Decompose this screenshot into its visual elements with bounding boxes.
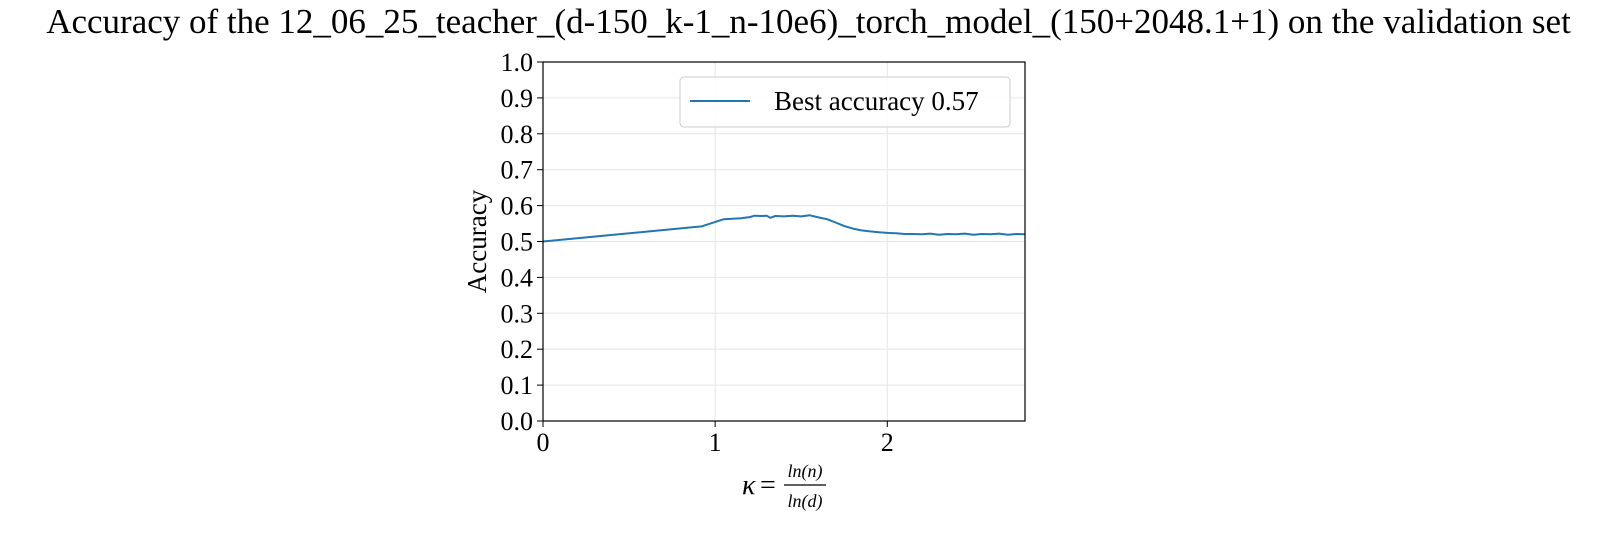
- y-tick-label: 0.4: [501, 263, 534, 292]
- series-line: [542, 214, 1026, 243]
- x-tick-label: 1: [709, 428, 722, 457]
- y-axis-label-text: Accuracy: [462, 189, 492, 293]
- y-tick-label: 1.0: [501, 48, 534, 77]
- x-tick-label: 0: [537, 428, 550, 457]
- y-tick-label: 0.0: [501, 407, 534, 436]
- series-layer: [542, 214, 1026, 243]
- x-axis-label-numerator: ln(n): [788, 461, 823, 482]
- legend-box: [679, 76, 1011, 128]
- ticks: 0.0 0.1 0.2 0.3 0.4 0.5 0.6 0.7 0.8 0.9 1.0 0 1 2: [501, 48, 894, 457]
- y-axis-label: Accuracy: [462, 189, 492, 293]
- y-tick-label: 0.5: [501, 228, 534, 257]
- x-axis-label-denominator: ln(d): [788, 491, 823, 512]
- y-tick-label: 0.9: [501, 84, 534, 113]
- legend: Best accuracy 0.57: [679, 76, 1011, 128]
- x-axis-label: κ = ln(n) ln(d): [742, 461, 826, 512]
- y-tick-label: 0.8: [501, 120, 534, 149]
- y-tick-label: 0.2: [501, 335, 534, 364]
- x-axis-label-equals: =: [760, 470, 776, 501]
- y-tick-label: 0.1: [501, 371, 534, 400]
- y-tick-label: 0.6: [501, 192, 534, 221]
- x-tick-label: 2: [881, 428, 894, 457]
- chart-title: Accuracy of the 12_06_25_teacher_(d-150_…: [46, 2, 1571, 41]
- y-tick-label: 0.7: [501, 156, 534, 185]
- x-axis-label-symbol: κ: [742, 470, 756, 501]
- legend-label: Best accuracy 0.57: [774, 86, 979, 116]
- y-tick-label: 0.3: [501, 299, 534, 328]
